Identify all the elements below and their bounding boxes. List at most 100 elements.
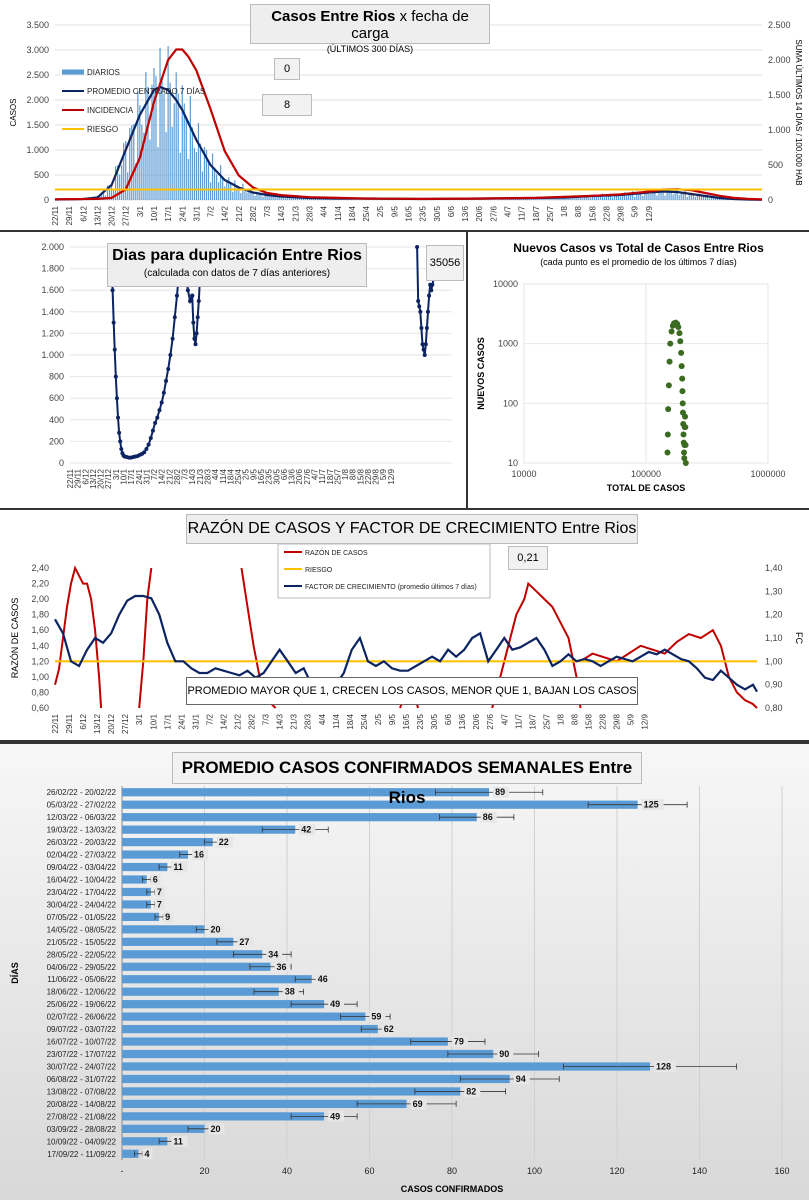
doubling-point xyxy=(429,288,434,293)
y-tick-label: 1,20 xyxy=(31,656,49,666)
x-tick-label: 28/3 xyxy=(304,713,313,729)
data-label-bg xyxy=(163,911,174,923)
x-tick-label: 29/11 xyxy=(65,205,74,225)
data-label-bg xyxy=(274,961,291,973)
y2-axis-label: SUMA ÚLTIMOS 14 DÍAS / 100.000 HAB xyxy=(794,39,803,185)
category-label: 26/02/22 - 20/02/22 xyxy=(47,788,117,797)
legend-label: DIARIOS xyxy=(87,68,120,77)
doubling-point xyxy=(157,408,162,413)
x-tick-label: 16/5 xyxy=(405,205,414,221)
category-label: 28/05/22 - 22/05/22 xyxy=(47,950,117,959)
y-tick-label: 3.000 xyxy=(26,45,49,55)
category-label: 23/07/22 - 17/07/22 xyxy=(47,1050,117,1059)
doubling-point xyxy=(112,347,117,352)
cases-title-rest: x fecha de carga xyxy=(351,8,469,42)
data-label: 4 xyxy=(145,1149,150,1159)
scatter-point xyxy=(664,449,671,456)
category-label: 03/09/22 - 28/08/22 xyxy=(47,1125,117,1134)
x-tick-label: 10000 xyxy=(511,469,536,479)
scatter-chart: 10 100 1000 10000 10000 100000 1000000 TOTAL DE… xyxy=(476,279,786,493)
x-tick-label: 7/2 xyxy=(207,205,216,217)
category-label: 19/03/22 - 13/03/22 xyxy=(47,826,117,835)
bar xyxy=(122,1112,325,1121)
category-label: 16/04/22 - 10/04/22 xyxy=(47,876,117,885)
data-label: 6 xyxy=(153,875,158,885)
x-tick-label: 20/6 xyxy=(475,205,484,221)
y-tick-label: 0 xyxy=(44,195,49,205)
category-label: 13/08/22 - 07/08/22 xyxy=(47,1087,117,1096)
doubling-point xyxy=(148,436,153,441)
y-tick-label: 1,80 xyxy=(31,610,49,620)
bar xyxy=(122,937,234,946)
x-tick-label: 1/8 xyxy=(341,468,350,480)
data-label-bg xyxy=(369,1011,386,1023)
scatter-point xyxy=(667,340,674,347)
x-tick-label: 29/11 xyxy=(65,713,74,733)
data-label: 11 xyxy=(173,1136,183,1146)
x-tick-label: 25/4 xyxy=(234,468,243,484)
x-tick-label: 14/3 xyxy=(277,205,286,221)
doubling-point xyxy=(142,450,147,455)
category-label: 05/03/22 - 27/02/22 xyxy=(47,801,117,810)
x-tick-label: 40 xyxy=(282,1166,292,1176)
data-label: 90 xyxy=(499,1049,509,1059)
data-label: 34 xyxy=(268,949,278,959)
x-tick-label: 20/12 xyxy=(108,205,117,226)
data-label: 89 xyxy=(495,787,505,797)
category-label: 30/07/22 - 24/07/22 xyxy=(47,1063,117,1072)
data-label: 20 xyxy=(211,1124,221,1134)
doubling-point xyxy=(425,309,430,314)
x-tick-label: 7/2 xyxy=(205,713,214,725)
data-label: 128 xyxy=(656,1062,671,1072)
y-tick-label: 3.500 xyxy=(26,20,49,30)
x-tick-label: 5/9 xyxy=(627,713,636,725)
doubling-point xyxy=(170,336,175,341)
x-tick-label: 1/8 xyxy=(560,205,569,217)
x-tick-label: 25/4 xyxy=(360,713,369,729)
doubling-point xyxy=(166,367,171,372)
category-label: 30/04/22 - 24/04/22 xyxy=(47,900,117,909)
x-tick-label: 21/3 xyxy=(196,468,205,484)
scatter-point xyxy=(681,449,688,456)
doubling-point xyxy=(159,400,164,405)
x-tick-label: - xyxy=(121,1166,124,1176)
doubling-subtitle: (calculada con datos de 7 días anteriore… xyxy=(143,268,331,279)
x-tick-label: 18/7 xyxy=(326,468,335,484)
data-label-bg xyxy=(315,973,332,985)
y2-tick-label: 2.000 xyxy=(768,55,791,65)
doubling-point xyxy=(430,282,435,287)
data-label: 9 xyxy=(165,912,170,922)
x-tick-label: 100 xyxy=(527,1166,542,1176)
doubling-point xyxy=(110,288,115,293)
doubling-point xyxy=(195,315,200,320)
data-label-bg xyxy=(216,836,233,848)
data-label: 46 xyxy=(318,974,328,984)
doubling-point xyxy=(146,442,151,447)
cases-subtitle: (ÚLTIMOS 300 DÍAS) xyxy=(326,44,414,54)
y2-tick-label: 1.500 xyxy=(768,90,791,100)
category-label: 11/06/22 - 05/06/22 xyxy=(47,975,116,984)
x-tick-label: 13/6 xyxy=(288,468,297,484)
x-tick-label: 10/1 xyxy=(149,713,158,729)
category-label: 14/05/22 - 08/05/22 xyxy=(47,925,117,934)
legend-label: FACTOR DE CRECIMIENTO (promedio últimos … xyxy=(305,584,477,591)
x-tick-label: 25/4 xyxy=(362,205,371,221)
x-tick-label: 3/1 xyxy=(136,205,145,217)
data-label: 62 xyxy=(384,1024,394,1034)
x-axis-label: TOTAL DE CASOS xyxy=(607,483,686,493)
cases-chart: 0 500 1.000 1.500 2.000 2.500 3.000 3.500 0 500 1.… xyxy=(9,20,803,226)
x-tick-label: 18/4 xyxy=(226,468,235,484)
x-tick-label: 2/5 xyxy=(242,468,251,480)
x-tick-label: 2/5 xyxy=(376,205,385,217)
series-line xyxy=(54,48,763,201)
category-label: 02/07/22 - 26/06/22 xyxy=(47,1013,117,1022)
x-tick-label: 3/1 xyxy=(112,468,121,480)
data-label-bg xyxy=(464,1085,481,1097)
separator xyxy=(0,508,809,510)
category-label: 16/07/22 - 10/07/22 xyxy=(47,1038,117,1047)
scatter-point xyxy=(665,382,672,389)
x-tick-label: 27/6 xyxy=(489,205,498,221)
y-tick-label: 2,40 xyxy=(31,563,49,573)
y-tick-label: 0,80 xyxy=(31,687,49,697)
x-tick-label: 12/9 xyxy=(645,205,654,221)
